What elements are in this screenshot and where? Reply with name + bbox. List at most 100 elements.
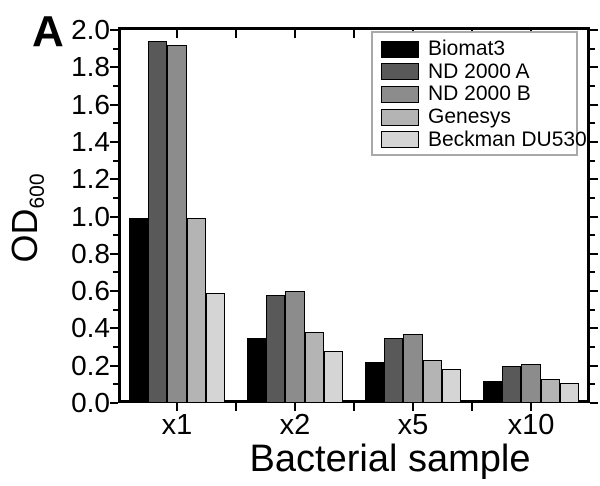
y-tick-label: 0.0: [71, 387, 110, 418]
y-major-tick-right: [590, 290, 598, 293]
y-minor-tick-right: [590, 346, 595, 349]
legend-label: Biomat3: [428, 37, 506, 61]
y-tick-label: 0.6: [71, 275, 110, 307]
y-major-tick-right: [590, 327, 598, 330]
legend-label: ND 2000 A: [428, 59, 530, 83]
x-tick-bottom: [353, 403, 355, 411]
bar-nd-2000-a-x5: [384, 337, 404, 403]
y-minor-tick-left: [113, 383, 118, 386]
x-tick-top: [235, 30, 237, 38]
y-tick-label: 0.8: [71, 237, 110, 269]
y-tick-label: 1.4: [71, 125, 110, 157]
y-major-tick-right: [590, 66, 598, 69]
legend-item: Biomat3: [381, 38, 576, 61]
y-minor-tick-left: [113, 159, 118, 162]
legend-swatch: [381, 85, 419, 103]
y-minor-tick-left: [113, 122, 118, 125]
y-minor-tick-right: [590, 84, 595, 87]
x-tick-label: x1: [161, 409, 193, 441]
bar-nd-2000-a-x10: [502, 365, 522, 403]
y-minor-tick-left: [113, 84, 118, 87]
y-major-tick-right: [590, 402, 598, 404]
y-major-tick-left: [110, 327, 118, 330]
y-major-tick-left: [110, 402, 118, 404]
bar-nd-2000-b-x2: [285, 291, 305, 403]
y-minor-tick-right: [590, 159, 595, 162]
bars-layer: [121, 30, 587, 403]
y-minor-tick-right: [590, 271, 595, 274]
y-minor-tick-right: [590, 234, 595, 237]
y-minor-tick-left: [113, 308, 118, 311]
y-minor-tick-left: [113, 234, 118, 237]
y-major-tick-left: [110, 66, 118, 69]
panel-label: A: [32, 7, 64, 56]
x-tick-bottom: [235, 403, 237, 411]
y-tick-label: 1.8: [71, 51, 110, 83]
bar-genesys-x10: [540, 378, 560, 403]
x-tick-top: [353, 30, 355, 38]
bar-nd-2000-b-x10: [521, 363, 541, 403]
y-tick-label: 0.4: [71, 312, 110, 344]
x-tick-top: [294, 30, 296, 38]
y-minor-tick-left: [113, 196, 118, 199]
y-tick-label: 1.2: [71, 163, 110, 195]
y-tick-label: 1.6: [71, 88, 110, 120]
bar-beckman-du530-x1: [205, 292, 225, 403]
y-major-tick-left: [110, 140, 118, 143]
y-major-tick-left: [110, 364, 118, 367]
y-minor-tick-right: [590, 308, 595, 311]
y-major-tick-left: [110, 103, 118, 106]
legend-label: Genesys: [428, 105, 511, 129]
x-tick-top: [176, 30, 178, 38]
y-minor-tick-left: [113, 346, 118, 349]
bar-genesys-x1: [186, 218, 206, 403]
legend-swatch: [381, 63, 419, 81]
legend-label: Beckman DU530: [428, 127, 587, 151]
y-major-tick-left: [110, 178, 118, 181]
y-minor-tick-right: [590, 122, 595, 125]
bar-biomat3-x2: [247, 337, 267, 403]
y-major-tick-right: [590, 364, 598, 367]
x-tick-label: x2: [279, 409, 311, 441]
y-tick-label: 1.0: [71, 200, 110, 232]
y-major-tick-left: [110, 29, 118, 31]
y-minor-tick-left: [113, 271, 118, 274]
y-major-tick-right: [590, 215, 598, 218]
bar-nd-2000-a-x1: [148, 41, 168, 403]
y-major-tick-right: [590, 29, 598, 31]
x-tick-bottom: [176, 403, 178, 411]
legend-item: ND 2000 A: [381, 59, 576, 84]
bar-beckman-du530-x10: [559, 382, 579, 403]
x-tick-label: x10: [507, 409, 555, 441]
bar-beckman-du530-x5: [441, 369, 461, 403]
y-major-tick-left: [110, 252, 118, 255]
y-major-tick-right: [590, 252, 598, 255]
x-tick-bottom: [530, 403, 532, 411]
y-tick-label: 2.0: [71, 14, 110, 45]
y-minor-tick-right: [590, 47, 595, 50]
bar-nd-2000-b-x5: [403, 334, 423, 403]
bar-nd-2000-b-x1: [167, 44, 187, 403]
bar-genesys-x2: [304, 332, 324, 403]
legend-item: ND 2000 B: [381, 83, 576, 106]
y-major-tick-left: [110, 290, 118, 293]
bar-nd-2000-a-x2: [266, 294, 286, 403]
bar-genesys-x5: [422, 360, 442, 403]
y-minor-tick-right: [590, 383, 595, 386]
y-major-tick-left: [110, 215, 118, 218]
legend: Biomat3 ND 2000 A ND 2000 B Genesys Beckman …: [371, 31, 587, 156]
x-tick-bottom: [412, 403, 414, 411]
bar-biomat3-x1: [129, 218, 149, 403]
x-tick-bottom: [471, 403, 473, 411]
legend-item: Genesys: [381, 106, 576, 129]
legend-item: Beckman DU530: [381, 128, 587, 151]
x-axis-title: Bacterial sample: [249, 438, 531, 480]
bar-biomat3-x10: [483, 380, 503, 403]
x-tick-bottom: [294, 403, 296, 411]
y-minor-tick-right: [590, 196, 595, 199]
legend-swatch: [381, 131, 419, 149]
y-major-tick-right: [590, 103, 598, 106]
legend-swatch: [381, 40, 419, 58]
y-minor-tick-left: [113, 47, 118, 50]
